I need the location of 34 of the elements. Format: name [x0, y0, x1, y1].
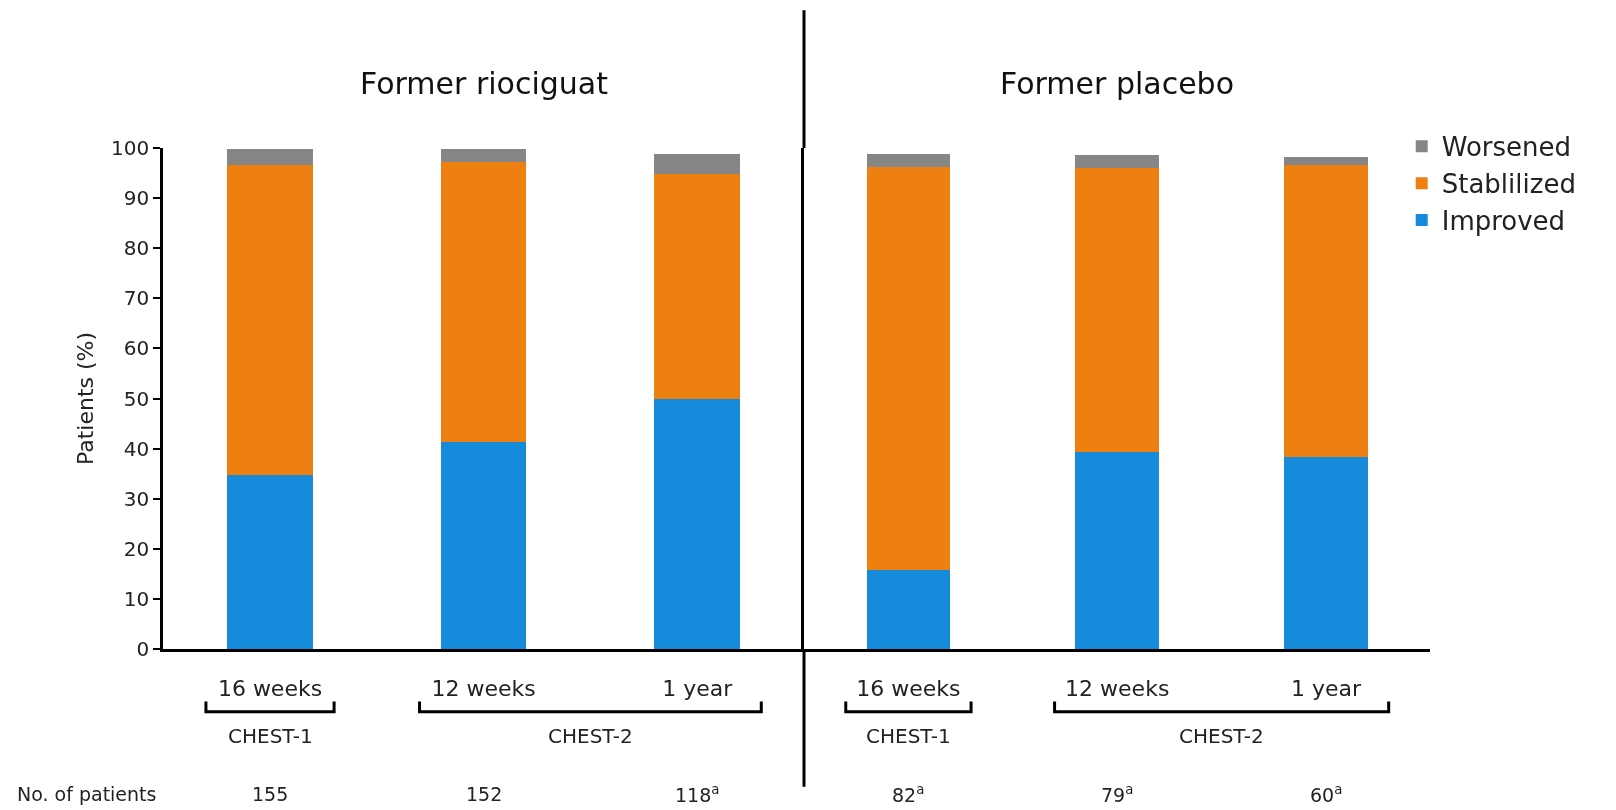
- text: 155: [252, 783, 289, 805]
- y-tick-label: 40: [123, 436, 150, 461]
- y-tick-label: 50: [123, 386, 150, 411]
- text: 79$^{a}$: [1101, 782, 1134, 806]
- y-tick-label: 80: [123, 236, 150, 261]
- y-tick-label: 100: [111, 136, 150, 160]
- y-tick-label: 70: [123, 286, 150, 311]
- x-tick-label: 1 year: [1291, 676, 1363, 702]
- text: 60$^{a}$: [1310, 782, 1343, 806]
- text: CHEST-1: [866, 724, 951, 748]
- legend-label: Improved: [1441, 206, 1566, 237]
- y-tick-label: 20: [123, 536, 150, 561]
- y-tick-label: 30: [123, 486, 150, 511]
- y-tick-label: 0: [136, 637, 150, 661]
- chart-title: Former riociguat: [360, 66, 609, 101]
- text: No. of patients: [17, 783, 157, 805]
- legend-label: Worsened: [1441, 132, 1572, 163]
- text: 152: [466, 783, 503, 805]
- text: CHEST-2: [548, 724, 633, 748]
- text: CHEST-2: [1179, 724, 1264, 748]
- text: CHEST-1: [228, 724, 313, 748]
- x-tick-label: 16 weeks: [856, 676, 961, 702]
- y-tick-label: 60: [123, 336, 150, 361]
- y-tick-label: 10: [123, 586, 150, 611]
- y-tick-label: 90: [123, 186, 150, 211]
- x-tick-label: 1 year: [662, 676, 734, 702]
- x-tick-label: 12 weeks: [431, 676, 536, 702]
- x-tick-label: 12 weeks: [1065, 676, 1170, 702]
- x-tick-label: 16 weeks: [217, 676, 323, 702]
- text: 118$^{a}$: [675, 782, 720, 806]
- legend-label: Stablilized: [1441, 169, 1576, 200]
- text: 82$^{a}$: [892, 782, 925, 806]
- y-axis-title: Patients (%): [72, 331, 98, 466]
- chart-title: Former placebo: [1000, 66, 1235, 101]
